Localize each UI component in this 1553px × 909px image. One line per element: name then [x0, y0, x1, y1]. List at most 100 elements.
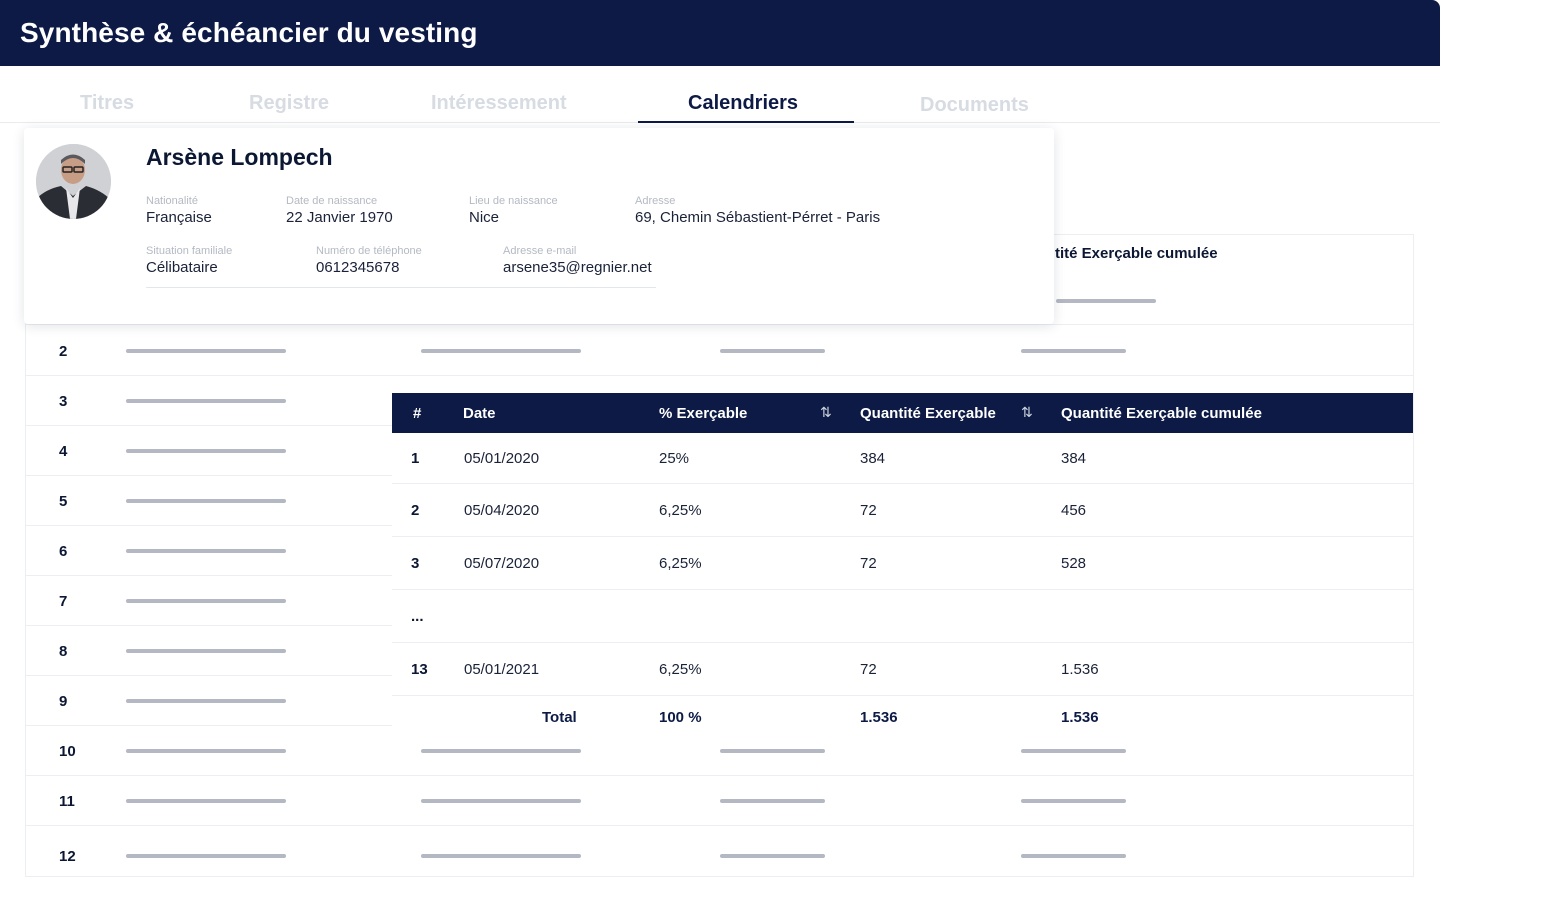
placeholder-bar: [720, 799, 825, 803]
total-label: Total: [542, 709, 577, 726]
email-label: Adresse e-mail: [503, 245, 577, 257]
placeholder-bar: [126, 349, 286, 353]
tab-documents[interactable]: Documents: [920, 94, 1029, 116]
cumulative-cell: 1.536: [1061, 660, 1099, 678]
birth-date-label: Date de naissance: [286, 195, 378, 207]
row-number-cell: 13: [411, 660, 428, 678]
placeholder-bar: [720, 349, 825, 353]
quantity-cell: 72: [860, 660, 877, 678]
placeholder-bar: [126, 399, 286, 403]
email-value: arsene35@regnier.net: [503, 259, 652, 276]
person-photo-icon: [36, 144, 111, 219]
tab-interessement[interactable]: Intéressement: [431, 92, 567, 114]
table-row: 3 05/07/2020 6,25% 72 528: [392, 537, 1413, 590]
quantity-cell: 72: [860, 554, 877, 572]
tab-titres[interactable]: Titres: [80, 92, 135, 114]
percent-cell: 6,25%: [659, 554, 702, 572]
table-row: 13 05/01/2021 6,25% 72 1.536: [392, 643, 1413, 696]
row-number: 5: [59, 493, 68, 510]
date-cell: 05/07/2020: [464, 554, 540, 572]
table-row: 11: [26, 776, 1413, 826]
person-name: Arsène Lompech: [146, 144, 333, 170]
page-title: Synthèse & échéancier du vesting: [20, 17, 478, 48]
table-row: 2 05/04/2020 6,25% 72 456: [392, 484, 1413, 537]
placeholder-bar: [421, 799, 581, 803]
row-number-cell: ...: [411, 607, 424, 625]
vesting-schedule-table: # Date % Exerçable ⇅ Quantité Exerçable …: [392, 393, 1413, 741]
tab-bar: Titres Registre Intéressement Calendrier…: [0, 66, 1440, 123]
row-number: 3: [59, 393, 68, 410]
table-row: ...: [392, 590, 1413, 643]
table-row: 10: [26, 726, 1413, 776]
date-cell: 05/01/2020: [464, 449, 540, 467]
page-header: Synthèse & échéancier du vesting: [0, 0, 1440, 66]
placeholder-bar: [126, 699, 286, 703]
background-table-header-cumul: tité Exerçable cumulée: [1055, 245, 1218, 262]
address-value: 69, Chemin Sébastient-Pérret - Paris: [635, 209, 881, 226]
row-number: 7: [59, 593, 68, 610]
percent-cell: 6,25%: [659, 501, 702, 519]
placeholder-bar: [126, 854, 286, 858]
sort-icon[interactable]: ⇅: [820, 404, 832, 420]
address-label: Adresse: [635, 195, 676, 207]
birth-place-label: Lieu de naissance: [469, 195, 558, 207]
column-header-percent[interactable]: % Exerçable: [659, 405, 748, 422]
placeholder-bar: [126, 449, 286, 453]
row-number: 8: [59, 643, 68, 660]
table-row: [26, 275, 1413, 325]
column-header-quantity[interactable]: Quantité Exerçable: [860, 405, 996, 422]
placeholder-bar: [421, 749, 581, 753]
placeholder-bar: [720, 854, 825, 858]
date-cell: 05/01/2021: [464, 660, 540, 678]
quantity-cell: 72: [860, 501, 877, 519]
profile-card: Arsène Lompech Nationalité Française Dat…: [24, 128, 1054, 324]
placeholder-bar: [1056, 299, 1156, 303]
nationality-label: Nationalité: [146, 195, 198, 207]
divider: [146, 287, 656, 288]
column-header-cumulative: Quantité Exerçable cumulée: [1061, 405, 1262, 422]
cumulative-cell: 384: [1061, 449, 1087, 467]
total-percent: 100 %: [659, 709, 702, 726]
table-row: 12: [26, 826, 1413, 876]
row-number: 4: [59, 443, 68, 460]
placeholder-bar: [126, 749, 286, 753]
avatar: [36, 144, 111, 219]
table-row: 2: [26, 326, 1413, 376]
total-quantity: 1.536: [860, 709, 898, 726]
placeholder-bar: [720, 749, 825, 753]
phone-label: Numéro de téléphone: [316, 245, 422, 257]
placeholder-bar: [126, 549, 286, 553]
tab-registre[interactable]: Registre: [249, 92, 330, 114]
column-header-date: Date: [463, 405, 496, 422]
placeholder-bar: [126, 599, 286, 603]
placeholder-bar: [1021, 854, 1126, 858]
sort-icon[interactable]: ⇅: [1021, 404, 1033, 420]
row-number: 2: [59, 343, 68, 360]
placeholder-bar: [421, 854, 581, 858]
tab-calendriers[interactable]: Calendriers: [688, 92, 799, 114]
cumulative-cell: 456: [1061, 501, 1087, 519]
active-tab-indicator: [638, 121, 854, 123]
nationality-value: Française: [146, 209, 212, 226]
row-number: 9: [59, 693, 68, 710]
row-number: 11: [59, 793, 75, 810]
row-number: 12: [59, 848, 76, 865]
placeholder-bar: [126, 799, 286, 803]
quantity-cell: 384: [860, 449, 886, 467]
family-status-label: Situation familiale: [146, 245, 233, 257]
row-number-cell: 3: [411, 554, 420, 572]
percent-cell: 6,25%: [659, 660, 702, 678]
cumulative-cell: 528: [1061, 554, 1087, 572]
row-number: 10: [59, 743, 76, 760]
family-status-value: Célibataire: [146, 259, 218, 276]
date-cell: 05/04/2020: [464, 501, 540, 519]
placeholder-bar: [1021, 349, 1126, 353]
total-cumulative: 1.536: [1061, 709, 1099, 726]
placeholder-bar: [126, 649, 286, 653]
table-row: 1 05/01/2020 25% 384 384: [392, 433, 1413, 484]
birth-place-value: Nice: [469, 209, 500, 226]
placeholder-bar: [1021, 799, 1126, 803]
placeholder-bar: [421, 349, 581, 353]
table-header: # Date % Exerçable ⇅ Quantité Exerçable …: [392, 393, 1413, 433]
row-number: 6: [59, 543, 68, 560]
